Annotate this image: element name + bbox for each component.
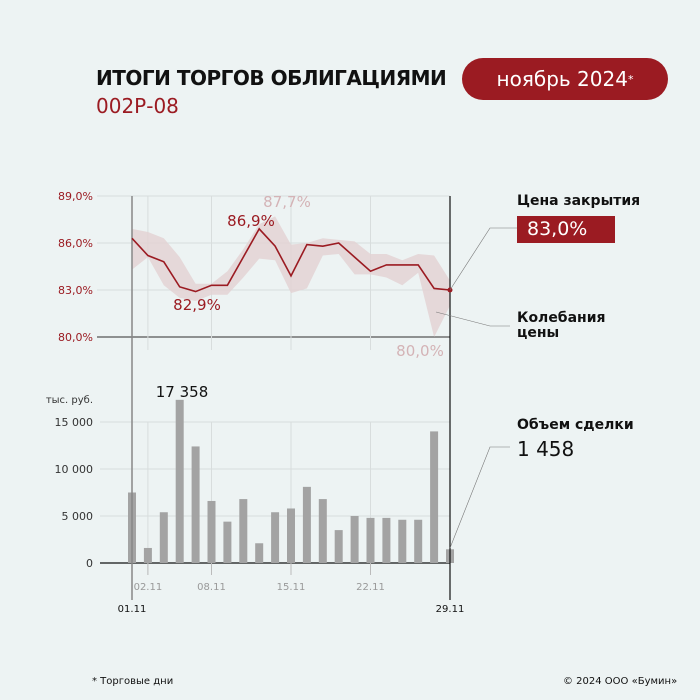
min-close-label: 82,9%	[173, 296, 221, 314]
volume-tick-label: 0	[86, 557, 93, 570]
volume-bar	[207, 500, 216, 563]
volume-bar	[287, 508, 295, 563]
volume-bar	[318, 499, 327, 563]
period-mark: *	[627, 72, 634, 86]
volume-bar	[255, 543, 264, 563]
x-tick-label: 02.11	[134, 582, 163, 593]
price-tick-label: 83,0%	[58, 284, 93, 297]
volume-bar	[382, 517, 391, 563]
volume-bar	[414, 519, 423, 563]
x-tick-label: 01.11	[118, 604, 147, 615]
volume-bar	[271, 512, 280, 563]
volume-tick-label: 10 000	[55, 463, 94, 476]
volume-bar	[191, 446, 200, 563]
period-badge: ноябрь 2024 *	[462, 58, 668, 100]
page-title: ИТОГИ ТОРГОВ ОБЛИГАЦИЯМИ	[96, 66, 447, 90]
volume-bar	[398, 519, 407, 563]
period-text: ноябрь 2024	[496, 67, 628, 91]
volume-bar	[366, 517, 375, 563]
volume-bar	[143, 547, 152, 563]
volume-label: Объем сделки	[517, 417, 634, 433]
volume-bar	[223, 521, 232, 563]
close-price-line	[131, 227, 451, 293]
close-label: Цена закрытия	[517, 193, 641, 209]
close-leader-line	[449, 227, 517, 291]
price-tick-label: 89,0%	[58, 190, 93, 203]
range-leader-line	[435, 311, 510, 327]
volume-tick-label: 5 000	[62, 510, 94, 523]
volume-leader-line	[449, 446, 510, 549]
volume-bar	[175, 399, 184, 563]
price-tick-label: 80,0%	[58, 331, 93, 344]
max-high-label: 87,7%	[263, 193, 311, 211]
max-volume-label: 17 358	[156, 383, 209, 401]
volume-tick-label: 15 000	[55, 416, 94, 429]
footnote: * Торговые дни	[92, 676, 174, 687]
volume-bar	[159, 512, 168, 563]
range-label-line1: Колебания	[517, 310, 606, 326]
x-tick-label: 29.11	[436, 604, 465, 615]
x-tick-label: 08.11	[197, 582, 226, 593]
volume-unit-label: тыс. руб.	[46, 395, 93, 406]
volume-bar	[239, 499, 248, 563]
copyright: © 2024 ООО «Бумин»	[563, 676, 678, 687]
volume-bar	[302, 486, 311, 563]
range-label: Колебания цены	[517, 311, 606, 341]
x-tick-label: 15.11	[277, 582, 306, 593]
bond-code: 002Р-08	[96, 94, 179, 118]
close-value: 83,0%	[517, 216, 615, 243]
volume-bar	[350, 516, 359, 563]
range-label-line2: цены	[517, 325, 560, 341]
price-tick-label: 86,0%	[58, 237, 93, 250]
volume-bar	[334, 530, 343, 563]
volume-bar	[430, 431, 439, 563]
max-close-label: 86,9%	[227, 212, 275, 230]
min-low-label: 80,0%	[396, 342, 444, 360]
volume-value: 1 458	[517, 437, 575, 461]
x-tick-label: 22.11	[356, 582, 385, 593]
